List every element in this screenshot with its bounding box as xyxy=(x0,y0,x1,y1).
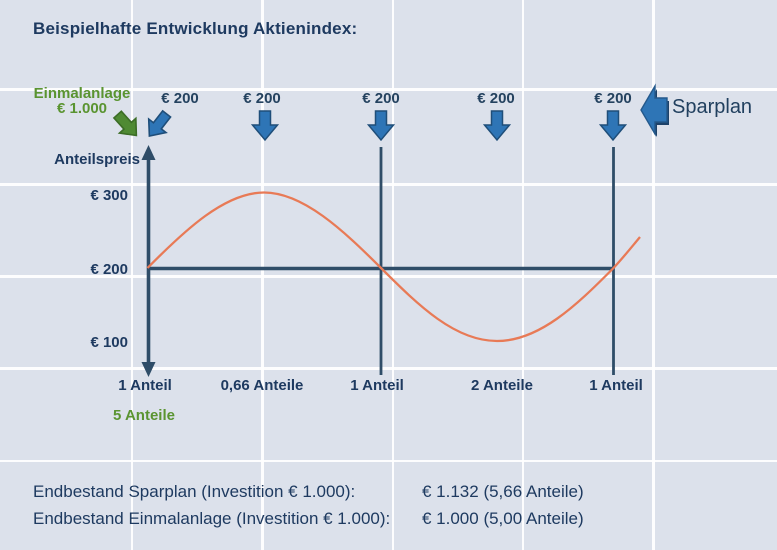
gridline-horizontal xyxy=(0,367,777,370)
y-tick-100: € 100 xyxy=(90,334,128,351)
y-tick-200: € 200 xyxy=(90,261,128,278)
payment-label: € 200 xyxy=(243,90,281,107)
y-tick-300: € 300 xyxy=(90,187,128,204)
y-axis-label: Anteilspreis xyxy=(54,151,140,168)
slide-title: Beispielhafte Entwicklung Aktienindex: xyxy=(33,19,358,38)
summary-einmalanlage-value: € 1.000 (5,00 Anteile) xyxy=(422,509,584,528)
x-label-shares: 1 Anteil xyxy=(118,377,172,394)
x-label-shares: 1 Anteil xyxy=(589,377,643,394)
payment-label: € 200 xyxy=(477,90,515,107)
payment-label: € 200 xyxy=(362,90,400,107)
gridline-horizontal xyxy=(0,88,777,91)
payment-arrow-icon xyxy=(147,109,172,138)
sparplan-label: Sparplan xyxy=(672,96,753,118)
einmalanlage-arrow-icon xyxy=(112,110,138,137)
summary-einmalanlage-label: Endbestand Einmalanlage (Investition € 1… xyxy=(33,509,391,528)
einmalanlage-label: Einmalanlage € 1.000 xyxy=(28,86,136,116)
summary-sparplan-value: € 1.132 (5,66 Anteile) xyxy=(422,482,584,501)
payment-label: € 200 xyxy=(161,90,199,107)
einmalanlage-amount: € 1.000 xyxy=(56,100,108,117)
sparplan-arrow-icon xyxy=(640,83,668,137)
price-curve xyxy=(146,191,641,343)
x-label-shares: 1 Anteil xyxy=(350,377,404,394)
gridline-horizontal xyxy=(0,183,777,186)
summary-sparplan-label: Endbestand Sparplan (Investition € 1.000… xyxy=(33,482,356,501)
gridline-horizontal xyxy=(0,459,777,462)
einmalanlage-name: Einmalanlage xyxy=(33,85,131,102)
y-axis-arrow-down-icon xyxy=(141,362,156,377)
x-label-shares: 0,66 Anteile xyxy=(220,377,304,394)
y-axis-arrow-up-icon xyxy=(141,145,156,160)
payment-arrow-icon xyxy=(598,110,628,142)
payment-arrow-icon xyxy=(482,110,512,142)
payment-arrow-icon xyxy=(366,110,396,142)
x-label-shares: 2 Anteile xyxy=(471,377,533,394)
payment-label: € 200 xyxy=(594,90,632,107)
payment-arrow-icon xyxy=(250,110,280,142)
einmalanlage-shares-label: 5 Anteile xyxy=(113,407,175,424)
